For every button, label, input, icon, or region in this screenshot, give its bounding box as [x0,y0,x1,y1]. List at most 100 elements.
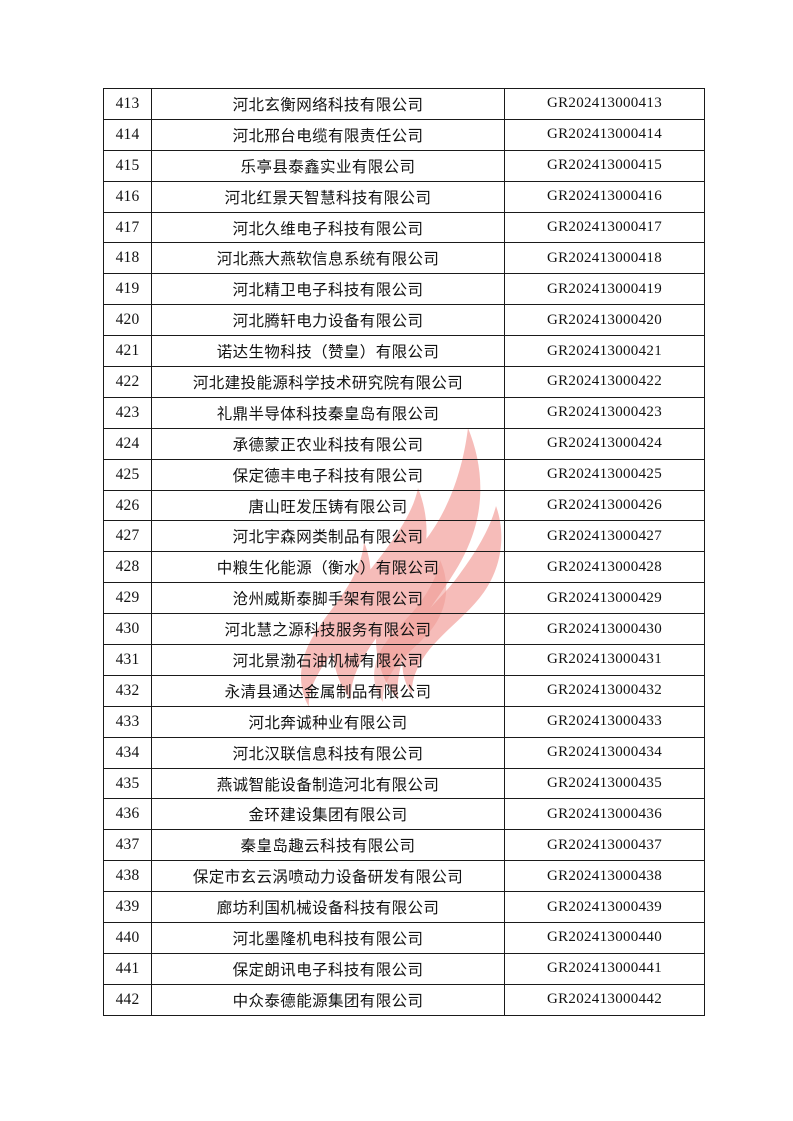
cell-enterprise-name: 中粮生化能源（衡水）有限公司 [151,551,505,584]
cell-enterprise-name: 河北宇森网类制品有限公司 [151,520,505,553]
table-row: 417 河北久维电子科技有限公司 GR202413000417 [103,211,705,244]
cell-index: 430 [103,613,152,646]
cell-certificate-code: GR202413000413 [504,88,705,120]
cell-index: 439 [103,891,152,924]
cell-index: 440 [103,922,152,954]
table-row: 419 河北精卫电子科技有限公司 GR202413000419 [103,273,705,306]
table-row: 428 中粮生化能源（衡水）有限公司 GR202413000428 [103,551,705,584]
cell-enterprise-name: 河北久维电子科技有限公司 [151,211,505,244]
table-row: 429 沧州威斯泰脚手架有限公司 GR202413000429 [103,582,705,615]
cell-index: 436 [103,798,152,831]
table-body: 413 河北玄衡网络科技有限公司 GR202413000413 414 河北邢台电缆有限… [103,88,705,1016]
table-row: 440 河北墨隆机电科技有限公司 GR202413000440 [103,922,705,954]
cell-certificate-code: GR202413000421 [504,335,705,368]
cell-index: 432 [103,674,152,707]
cell-certificate-code: GR202413000441 [504,952,705,985]
cell-enterprise-name: 保定市玄云涡喷动力设备研发有限公司 [151,860,505,893]
cell-certificate-code: GR202413000432 [504,674,705,707]
cell-certificate-code: GR202413000427 [504,520,705,553]
cell-certificate-code: GR202413000422 [504,366,705,398]
cell-index: 429 [103,582,152,615]
table-row: 418 河北燕大燕软信息系统有限公司 GR202413000418 [103,242,705,275]
cell-certificate-code: GR202413000420 [504,304,705,337]
cell-index: 421 [103,335,152,368]
cell-index: 426 [103,489,152,522]
cell-certificate-code: GR202413000442 [504,983,705,1016]
cell-certificate-code: GR202413000433 [504,705,705,738]
enterprise-listing-table-wrapper: 413 河北玄衡网络科技有限公司 GR202413000413 414 河北邢台电缆有限… [103,88,705,1016]
cell-enterprise-name: 河北红景天智慧科技有限公司 [151,180,505,213]
cell-index: 413 [103,88,152,120]
cell-enterprise-name: 河北邢台电缆有限责任公司 [151,118,505,151]
cell-index: 425 [103,458,152,491]
cell-enterprise-name: 乐亭县泰鑫实业有限公司 [151,149,505,182]
table-row: 441 保定朗讯电子科技有限公司 GR202413000441 [103,952,705,985]
table-row: 416 河北红景天智慧科技有限公司 GR202413000416 [103,180,705,213]
cell-certificate-code: GR202413000417 [504,211,705,244]
cell-enterprise-name: 河北汉联信息科技有限公司 [151,736,505,769]
table-row: 442 中众泰德能源集团有限公司 GR202413000442 [103,983,705,1016]
cell-index: 420 [103,304,152,337]
cell-index: 422 [103,366,152,398]
cell-index: 437 [103,829,152,862]
cell-certificate-code: GR202413000434 [504,736,705,769]
cell-index: 419 [103,273,152,306]
cell-index: 417 [103,211,152,244]
table-row: 413 河北玄衡网络科技有限公司 GR202413000413 [103,88,705,120]
cell-enterprise-name: 河北燕大燕软信息系统有限公司 [151,242,505,275]
cell-enterprise-name: 永清县通达金属制品有限公司 [151,674,505,707]
cell-enterprise-name: 河北奔诚种业有限公司 [151,705,505,738]
table-row: 427 河北宇森网类制品有限公司 GR202413000427 [103,520,705,553]
cell-index: 435 [103,767,152,800]
table-row: 433 河北奔诚种业有限公司 GR202413000433 [103,705,705,738]
cell-certificate-code: GR202413000436 [504,798,705,831]
table-row: 438 保定市玄云涡喷动力设备研发有限公司 GR202413000438 [103,860,705,893]
table-row: 423 礼鼎半导体科技秦皇岛有限公司 GR202413000423 [103,396,705,429]
enterprise-listing-table: 413 河北玄衡网络科技有限公司 GR202413000413 414 河北邢台电缆有限… [103,88,705,1016]
cell-certificate-code: GR202413000419 [504,273,705,306]
cell-enterprise-name: 廊坊利国机械设备科技有限公司 [151,891,505,924]
table-row: 436 金环建设集团有限公司 GR202413000436 [103,798,705,831]
cell-index: 441 [103,952,152,985]
cell-certificate-code: GR202413000440 [504,922,705,954]
cell-index: 414 [103,118,152,151]
cell-certificate-code: GR202413000428 [504,551,705,584]
table-row: 431 河北景渤石油机械有限公司 GR202413000431 [103,644,705,676]
cell-index: 427 [103,520,152,553]
cell-enterprise-name: 金环建设集团有限公司 [151,798,505,831]
cell-enterprise-name: 中众泰德能源集团有限公司 [151,983,505,1016]
cell-index: 431 [103,644,152,676]
cell-enterprise-name: 保定朗讯电子科技有限公司 [151,952,505,985]
table-row: 414 河北邢台电缆有限责任公司 GR202413000414 [103,118,705,151]
table-row: 424 承德蒙正农业科技有限公司 GR202413000424 [103,427,705,460]
cell-index: 423 [103,396,152,429]
table-row: 437 秦皇岛趣云科技有限公司 GR202413000437 [103,829,705,862]
cell-enterprise-name: 保定德丰电子科技有限公司 [151,458,505,491]
cell-enterprise-name: 燕诚智能设备制造河北有限公司 [151,767,505,800]
table-row: 425 保定德丰电子科技有限公司 GR202413000425 [103,458,705,491]
cell-index: 428 [103,551,152,584]
table-row: 439 廊坊利国机械设备科技有限公司 GR202413000439 [103,891,705,924]
cell-index: 434 [103,736,152,769]
cell-certificate-code: GR202413000426 [504,489,705,522]
cell-enterprise-name: 礼鼎半导体科技秦皇岛有限公司 [151,396,505,429]
cell-certificate-code: GR202413000423 [504,396,705,429]
cell-enterprise-name: 河北慧之源科技服务有限公司 [151,613,505,646]
cell-enterprise-name: 河北景渤石油机械有限公司 [151,644,505,676]
cell-enterprise-name: 诺达生物科技（赞皇）有限公司 [151,335,505,368]
table-row: 420 河北腾轩电力设备有限公司 GR202413000420 [103,304,705,337]
cell-certificate-code: GR202413000431 [504,644,705,676]
table-row: 415 乐亭县泰鑫实业有限公司 GR202413000415 [103,149,705,182]
cell-enterprise-name: 唐山旺发压铸有限公司 [151,489,505,522]
table-row: 421 诺达生物科技（赞皇）有限公司 GR202413000421 [103,335,705,368]
cell-enterprise-name: 河北玄衡网络科技有限公司 [151,88,505,120]
cell-certificate-code: GR202413000416 [504,180,705,213]
cell-certificate-code: GR202413000437 [504,829,705,862]
cell-index: 418 [103,242,152,275]
cell-enterprise-name: 河北建投能源科学技术研究院有限公司 [151,366,505,398]
cell-index: 416 [103,180,152,213]
cell-index: 415 [103,149,152,182]
table-row: 432 永清县通达金属制品有限公司 GR202413000432 [103,674,705,707]
cell-certificate-code: GR202413000414 [504,118,705,151]
